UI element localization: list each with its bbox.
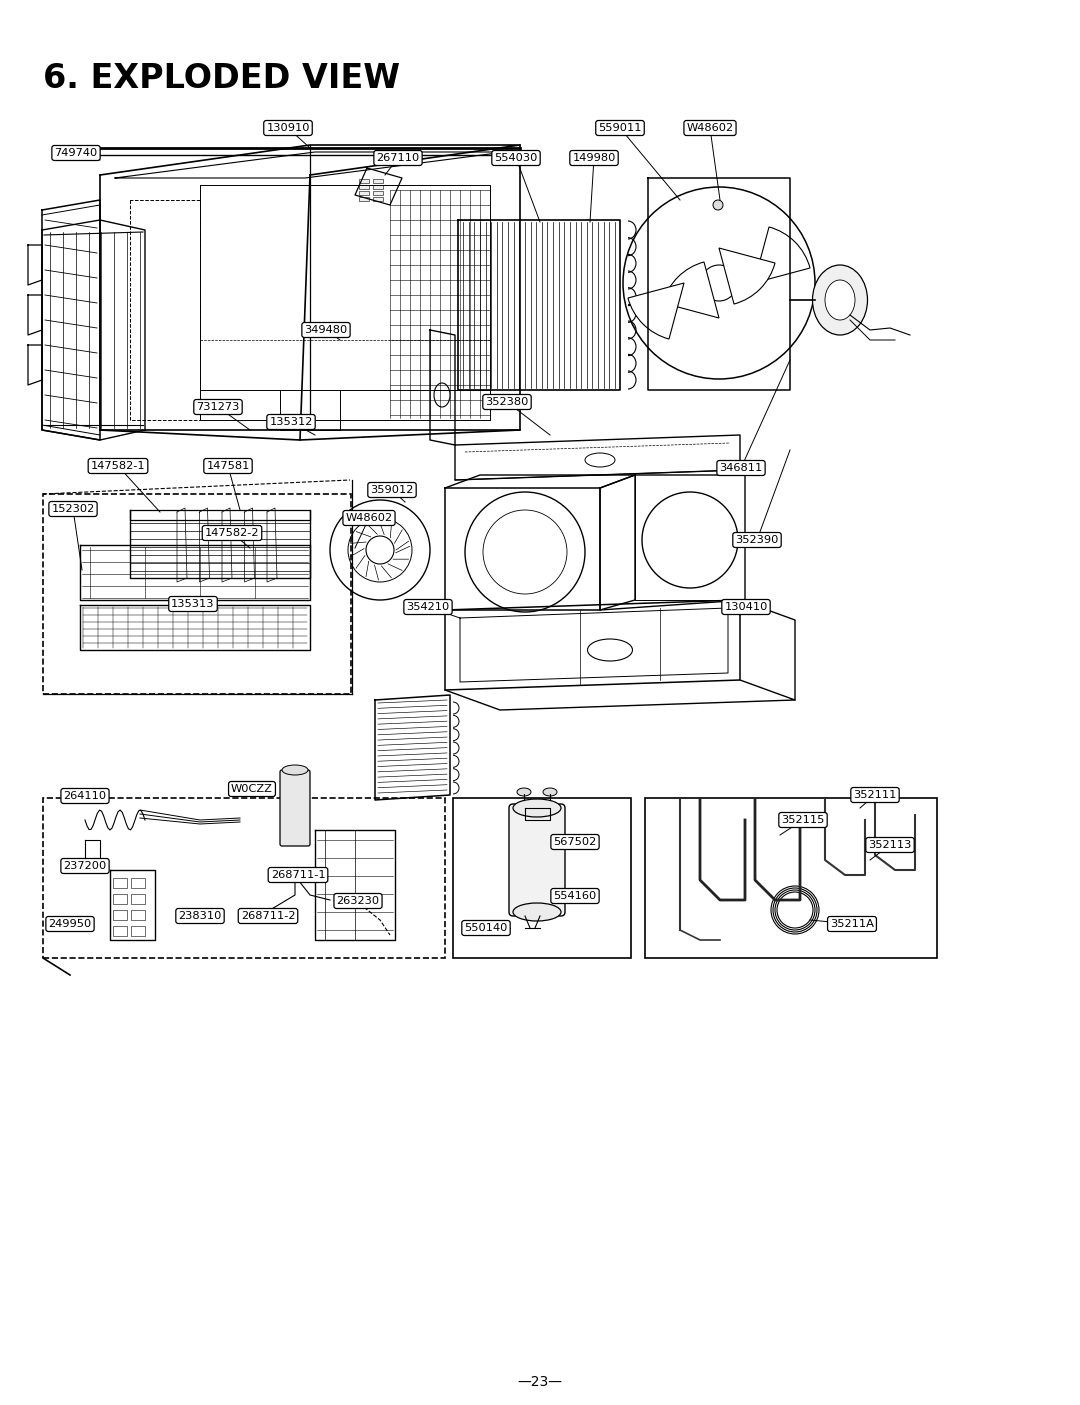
Bar [373, 178, 383, 183]
Ellipse shape [585, 452, 615, 466]
Text: W48602: W48602 [687, 124, 733, 133]
Ellipse shape [825, 280, 855, 320]
Text: 147582-2: 147582-2 [205, 528, 259, 538]
Text: W0CZZ: W0CZZ [231, 784, 273, 794]
Text: 554030: 554030 [495, 153, 538, 163]
FancyBboxPatch shape [280, 770, 310, 846]
Ellipse shape [282, 764, 308, 776]
Text: 147581: 147581 [206, 461, 249, 471]
Text: 352111: 352111 [853, 790, 896, 799]
Bar [373, 191, 383, 195]
Text: 731273: 731273 [197, 402, 240, 412]
Wedge shape [663, 261, 719, 318]
Bar [131, 878, 145, 888]
Text: 149980: 149980 [572, 153, 616, 163]
Text: 352380: 352380 [485, 398, 529, 407]
Bar [359, 197, 369, 201]
Wedge shape [627, 282, 684, 339]
Text: 130910: 130910 [267, 124, 310, 133]
Ellipse shape [513, 799, 561, 816]
Bar [645, 798, 937, 958]
Text: —23—: —23— [517, 1375, 563, 1390]
Text: 749740: 749740 [54, 148, 97, 157]
Bar [43, 798, 445, 958]
Text: 147582-1: 147582-1 [91, 461, 146, 471]
Text: 354210: 354210 [406, 601, 449, 613]
Text: 352113: 352113 [868, 840, 912, 850]
Text: 554160: 554160 [553, 891, 596, 901]
Wedge shape [719, 249, 775, 303]
Bar [113, 910, 127, 920]
Text: 267110: 267110 [376, 153, 420, 163]
Text: 359012: 359012 [370, 485, 414, 495]
Text: 352115: 352115 [781, 815, 825, 825]
Text: 249950: 249950 [49, 919, 92, 929]
Wedge shape [754, 228, 810, 282]
Text: 152302: 152302 [52, 504, 95, 514]
Text: 550140: 550140 [464, 923, 508, 933]
Text: 268711-1: 268711-1 [271, 870, 325, 880]
Bar [113, 894, 127, 903]
Text: 135313: 135313 [172, 599, 215, 608]
Text: 352390: 352390 [735, 535, 779, 545]
Text: 567502: 567502 [553, 837, 596, 847]
Bar [373, 185, 383, 190]
Bar [43, 495, 351, 694]
Bar [113, 926, 127, 936]
Text: 6. EXPLODED VIEW: 6. EXPLODED VIEW [43, 62, 400, 96]
Text: 349480: 349480 [305, 325, 348, 334]
Ellipse shape [513, 903, 561, 922]
Bar [131, 894, 145, 903]
Ellipse shape [812, 266, 867, 334]
Text: 559011: 559011 [598, 124, 642, 133]
Circle shape [713, 200, 723, 209]
Text: W48602: W48602 [346, 513, 392, 523]
Text: 268711-2: 268711-2 [241, 910, 295, 922]
Bar [131, 926, 145, 936]
Bar [373, 197, 383, 201]
Text: 135312: 135312 [269, 417, 313, 427]
Bar [359, 185, 369, 190]
Text: 130410: 130410 [725, 601, 768, 613]
Bar [453, 798, 631, 958]
Bar [359, 178, 369, 183]
Text: 346811: 346811 [719, 464, 762, 473]
FancyBboxPatch shape [509, 804, 565, 916]
Text: 263230: 263230 [337, 896, 379, 906]
Bar [131, 910, 145, 920]
Ellipse shape [517, 788, 531, 797]
Text: 237200: 237200 [64, 861, 107, 871]
Ellipse shape [588, 639, 633, 660]
Bar [359, 191, 369, 195]
Text: 238310: 238310 [178, 910, 221, 922]
Text: 35211A: 35211A [831, 919, 874, 929]
Bar [113, 878, 127, 888]
Text: 264110: 264110 [64, 791, 107, 801]
Ellipse shape [543, 788, 557, 797]
